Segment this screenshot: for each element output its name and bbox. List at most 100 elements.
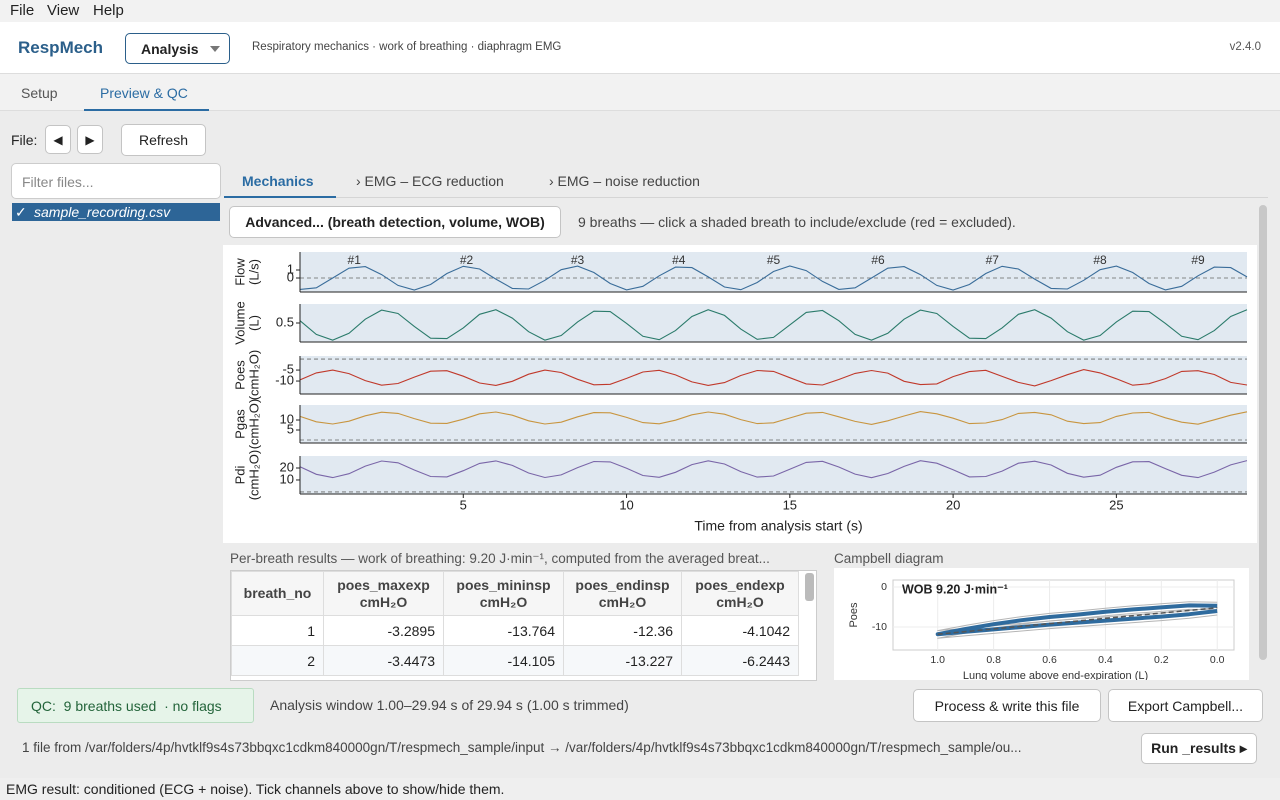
table-cell: -14.105 [443, 645, 564, 676]
next-file[interactable]: ▶ [77, 125, 103, 154]
x-tick-label: 0.0 [1210, 654, 1225, 666]
run-button[interactable]: Run _results ▸ [1141, 733, 1257, 764]
header: RespMech Analysis Respiratory mechanics … [0, 22, 1280, 74]
column-header: breath_no [231, 571, 324, 616]
campbell-loop [937, 608, 1218, 639]
x-tick-label: 1.0 [930, 654, 945, 666]
y-axis-label: Pdi [232, 465, 247, 484]
column-name: poes_endinsp [575, 576, 670, 593]
tab-bar: Setup Preview & QC [0, 74, 1280, 111]
file-item[interactable]: ✓ sample_recording.csv [12, 203, 220, 221]
qc-badge: QC: 9 breaths used · no flags [17, 688, 254, 723]
column-header: poes_maxexp cmH₂O [323, 571, 444, 616]
menu-view[interactable]: View [47, 2, 80, 19]
subtab-ecg[interactable]: › EMG – ECG reduction [356, 173, 504, 189]
breath-label: #6 [871, 253, 885, 267]
trace [299, 369, 1248, 387]
column-name: poes_mininsp [456, 576, 551, 593]
y-axis-label: Poes [848, 602, 860, 628]
campbell-chart: 1.0 0.8 0.6 0.4 0.2 0.0 0 -10 WOB 9.20 J·min⁻¹ Lu… [834, 568, 1249, 680]
column-name: poes_maxexp [337, 576, 430, 593]
refresh-button[interactable]: Refresh [121, 124, 206, 156]
process-button[interactable]: Process & write this file [913, 689, 1101, 722]
trace [299, 309, 1248, 341]
breath-label: #2 [460, 253, 474, 267]
prev-file[interactable]: ◀ [45, 125, 71, 154]
trace [299, 411, 1248, 425]
subtab-noise[interactable]: › EMG – noise reduction [549, 173, 700, 189]
y-tick-label: -10 [275, 372, 294, 387]
x-tick-label: 25 [1109, 497, 1123, 512]
y-tick-label: 10 [280, 471, 294, 486]
x-tick-label: 0.4 [1098, 654, 1113, 666]
breath-label: #5 [767, 253, 781, 267]
hint: 9 breaths — click a shaded breath to inc… [578, 214, 1016, 230]
filter-input[interactable]: Filter files... [11, 163, 221, 199]
column-name: poes_endexp [695, 576, 785, 593]
y-tick-label: 0 [881, 581, 887, 593]
table-cell: -3.2895 [323, 615, 444, 646]
column-header: poes_mininsp cmH₂O [443, 571, 564, 616]
tab-setup[interactable]: Setup [21, 85, 58, 101]
subtab-mechanics[interactable]: Mechanics [224, 165, 336, 198]
table-scrollbar [805, 573, 814, 601]
results-caption: Per-breath results — work of breathing: … [230, 551, 770, 566]
header-row: breath_no poes_maxexp cmH₂O poes_mininsp cmH… [231, 571, 799, 616]
table-row: 2 -3.4473 -14.105 -13.227 -6.2443 [231, 645, 799, 676]
y-tick-label: 1 [287, 261, 294, 276]
trace [299, 265, 1248, 291]
column-unit: cmH₂O [598, 593, 647, 610]
y-axis-label: Pgas [232, 409, 247, 439]
panel-background [300, 405, 1247, 443]
breath-label: #1 [348, 253, 362, 267]
y-axis-label: (cmH₂O) [246, 450, 261, 501]
app-name: RespMech [18, 38, 104, 57]
analysis-window: Analysis window 1.00–29.94 s of 29.94 s … [270, 697, 629, 713]
tab-preview-label: Preview & QC [100, 85, 188, 101]
panel-background [300, 356, 1247, 394]
y-axis-label: (cmH₂O) [246, 350, 261, 401]
y-axis-label: (cmH₂O) [246, 399, 261, 450]
x-axis-label: Lung volume above end-expiration (L) [963, 670, 1148, 680]
y-tick-label: 0.5 [276, 314, 294, 329]
table-cell: 1 [231, 615, 324, 646]
mode-dropdown[interactable]: Analysis [125, 33, 230, 64]
x-tick-label: 0.2 [1154, 654, 1169, 666]
description: Respiratory mechanics · work of breathin… [252, 41, 562, 53]
advanced-button[interactable]: Advanced... (breath detection, volume, W… [229, 206, 561, 238]
qc-text: QC: 9 breaths used · no flags [31, 698, 222, 714]
y-tick-label: 10 [280, 411, 294, 426]
table-row: 1 -3.2895 -13.764 -12.36 -4.1042 [231, 615, 799, 646]
table-cell: 2 [231, 645, 324, 676]
status-text: EMG result: conditioned (ECG + noise). T… [6, 781, 505, 797]
x-tick-label: 0.8 [986, 654, 1001, 666]
y-tick-label: 20 [280, 459, 294, 474]
file-name: sample_recording.csv [34, 204, 171, 220]
menu-help[interactable]: Help [93, 2, 124, 19]
version: v2.4.0 [1229, 41, 1261, 53]
x-tick-label: 10 [619, 497, 633, 512]
column-header: poes_endexp cmH₂O [681, 571, 799, 616]
y-tick-label: -5 [282, 361, 294, 376]
menubar: File View Help [0, 0, 1280, 22]
menu-file[interactable]: File [10, 2, 35, 19]
y-tick-label: 5 [287, 421, 294, 436]
campbell-loop [937, 607, 1218, 635]
results-table-frame: breath_no poes_maxexp cmH₂O poes_mininsp cmH… [230, 570, 817, 681]
export-button[interactable]: Export Campbell... [1108, 689, 1263, 722]
y-axis-label: Poes [232, 360, 247, 390]
mode-label: Analysis [141, 40, 199, 57]
table-cell: -4.1042 [681, 615, 799, 646]
status-bar: EMG result: conditioned (ECG + noise). T… [0, 778, 1280, 800]
column-header: poes_endinsp cmH₂O [563, 571, 682, 616]
breath-label: #3 [571, 253, 585, 267]
campbell-loop [937, 601, 1218, 632]
tab-preview[interactable]: Preview & QC [84, 74, 209, 111]
y-axis-label: Flow [232, 258, 247, 286]
filter-placeholder: Filter files... [22, 174, 94, 190]
x-axis-label: Time from analysis start (s) [694, 518, 862, 534]
y-axis-label: Volume [232, 301, 247, 344]
y-tick-label: 0 [287, 269, 294, 284]
